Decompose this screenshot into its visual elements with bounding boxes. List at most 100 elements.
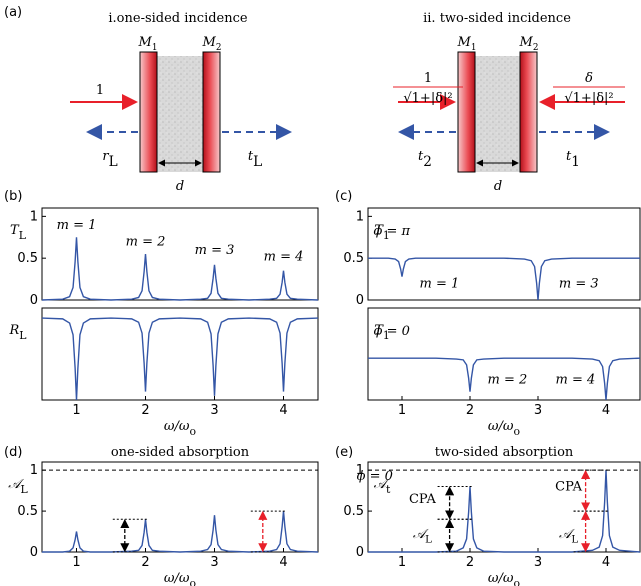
mirror-label-sub: 1 [152,43,158,53]
y-axis-label-sub: L [21,483,28,496]
mirror [202,51,221,173]
annotation-sub: L [425,535,432,546]
mirror-label-main: M [457,35,472,50]
mirror-label: M1 [457,35,477,53]
x-axis-label-main: ω/ω [164,571,190,586]
annotation: m = 2 [488,372,528,387]
output-label-main: r [102,149,109,164]
y-tick-label: 0 [356,545,364,560]
y-tick-label: 1 [356,463,364,478]
y-tick-label: 1 [30,463,38,478]
annotation: 𝒜L [413,527,432,546]
annotation-main: 𝒜 [559,527,575,542]
y-axis-label: 𝒜t [374,477,391,496]
x-axis-label-main: ω/ω [164,419,190,434]
x-axis-label-sub: o [514,425,521,438]
curve [41,317,319,401]
y-axis-label-sub: L [19,229,26,242]
output-label-sub: L [253,154,262,170]
cavity [157,56,203,172]
x-axis-label-sub: o [190,577,197,586]
annotation: ϕ = 0 [374,324,410,339]
output-label: t2 [418,149,432,170]
x-axis-label-sub: o [514,577,521,586]
annotation: m = 3 [195,243,235,258]
panel-label: (e) [335,445,353,460]
annotation-main: 𝒜 [413,527,429,542]
output-label-main: t [418,149,424,164]
x-tick-label: 1 [72,555,80,570]
panel-label: (a) [4,5,22,20]
output-label-sub: 2 [423,154,432,170]
mirror-label-sub: 2 [216,43,222,53]
x-tick-label: 3 [210,403,218,418]
y-tick-label: 0.5 [343,251,364,266]
y-tick-label: 0 [30,545,38,560]
x-tick-label: 2 [466,555,474,570]
x-axis-label-main: ω/ω [488,419,514,434]
annotation: m = 4 [556,372,596,387]
mirror-label: M2 [519,35,539,53]
input-amplitude: 1 [424,71,432,86]
plot-frame [367,207,641,301]
output-label-sub: L [109,154,118,170]
panel-label: (b) [4,189,22,204]
plot-frame [367,461,641,553]
mirror [139,51,158,173]
y-axis-label-main: R [8,323,19,338]
x-tick-label: 4 [279,555,287,570]
x-tick-label: 1 [398,555,406,570]
mirror-label-main: M [138,35,153,50]
panel-label: (d) [4,445,22,460]
y-axis-label-main: T [374,323,384,338]
mirror [519,51,538,173]
annotation: ϕ = 0 [357,469,393,484]
y-axis-label-sub: L [19,329,26,342]
x-tick-label: 2 [466,403,474,418]
output-label-sub: 1 [571,154,580,170]
diagram-title: ii. two-sided incidence [423,11,571,26]
y-axis-label: T1 [374,223,390,242]
mirror-label-sub: 1 [471,43,477,53]
mirror [457,51,476,173]
x-axis-label-sub: o [190,425,197,438]
x-tick-label: 4 [279,403,287,418]
annotation: CPA [555,480,583,495]
diagram-one-sided [70,51,292,173]
annotation: m = 1 [57,218,97,233]
annotation: m = 3 [559,276,599,291]
y-tick-label: 1 [30,209,38,224]
y-tick-label: 0.5 [17,504,38,519]
input-amplitude: 1 [96,83,104,98]
x-tick-label: 1 [398,403,406,418]
y-axis-label: 𝒜L [8,477,28,496]
annotation: m = 4 [264,250,304,265]
x-axis-label: ω/ωo [488,419,520,438]
y-tick-label: 1 [356,209,364,224]
annotation: CPA [409,492,437,507]
x-axis-label: ω/ωo [164,571,196,586]
output-label: rL [102,149,117,170]
curve [368,357,641,401]
output-label: t1 [566,149,580,170]
x-tick-label: 1 [72,403,80,418]
annotation: ϕ = π [374,224,411,239]
x-tick-label: 2 [141,403,149,418]
x-tick-label: 3 [534,403,542,418]
annotation: 𝒜L [559,527,578,546]
output-label-main: t [566,149,572,164]
x-tick-label: 3 [210,555,218,570]
curve [368,257,640,301]
y-axis-label-main: T [10,223,20,238]
panel-label: (c) [335,189,352,204]
gap-label: d [176,179,184,194]
x-axis-label: ω/ωo [488,571,520,586]
annotation: m = 1 [420,276,460,291]
plot-frame [41,461,319,553]
chart-title: two-sided absorption [435,445,574,460]
y-axis-label-main: 𝒜 [374,477,390,492]
x-tick-label: 3 [534,555,542,570]
y-tick-label: 0 [356,293,364,308]
diagram-title: i.one-sided incidence [108,11,248,26]
mirror-label: M1 [138,35,158,53]
